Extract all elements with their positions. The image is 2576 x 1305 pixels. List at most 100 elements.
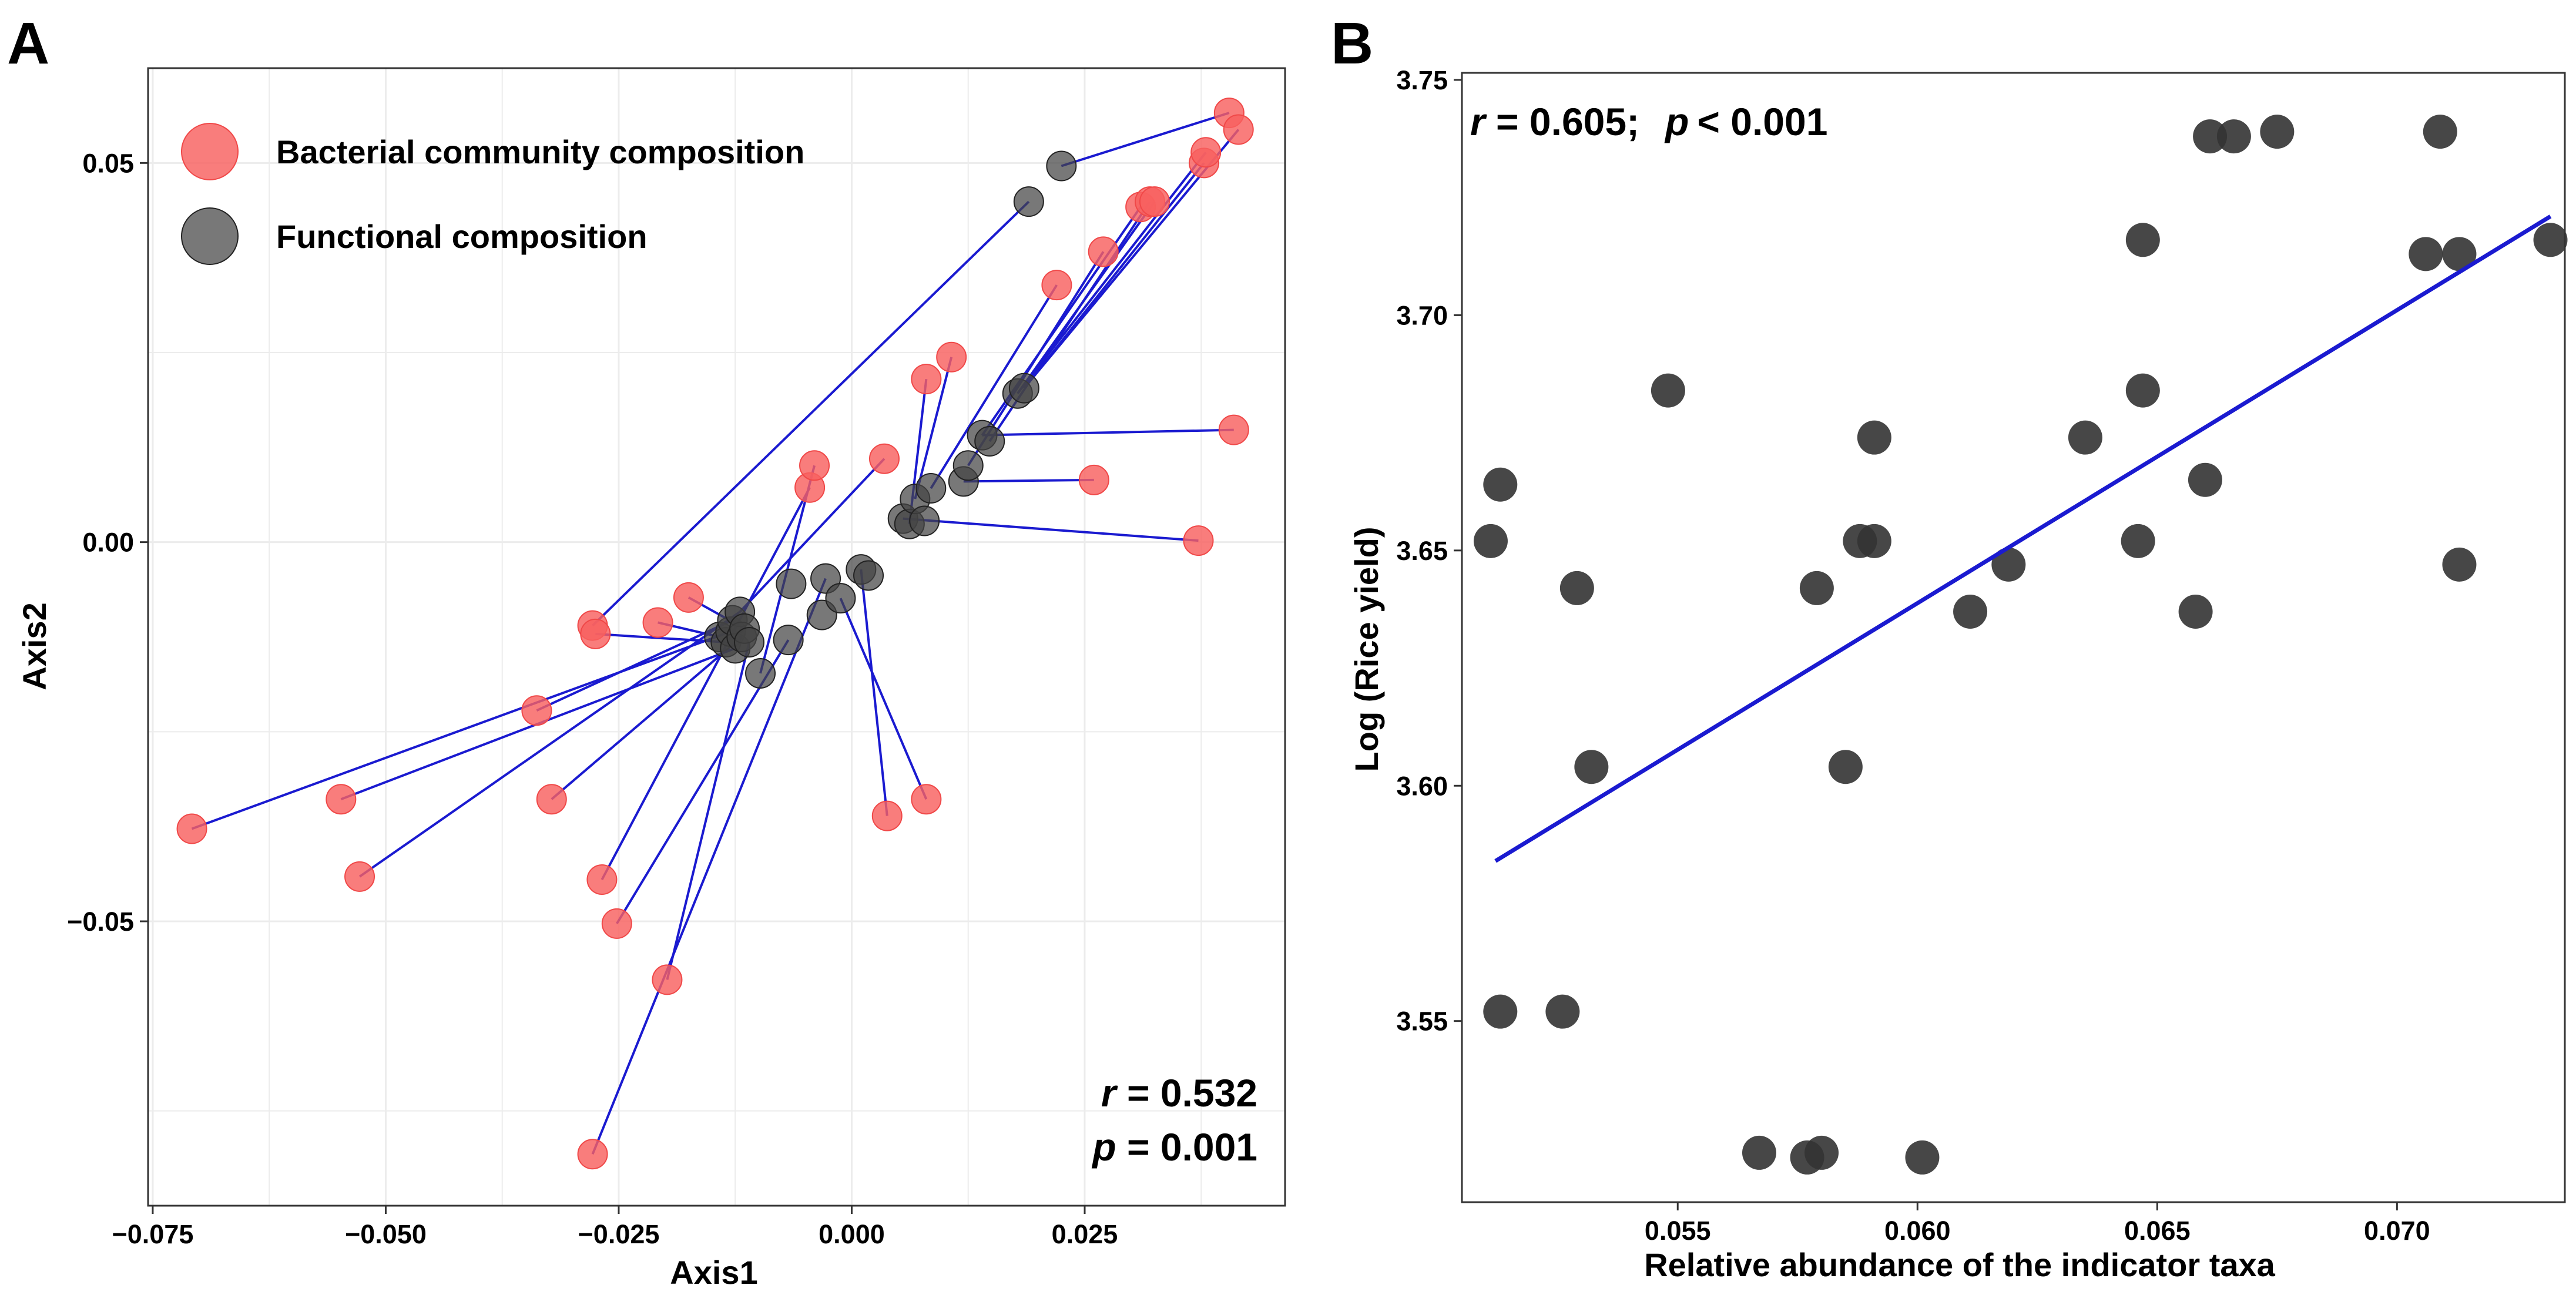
panel-a-stat-r-symbol: r <box>1101 1071 1118 1115</box>
y-tick-label: 0.00 <box>82 528 134 558</box>
y-tick-label: 3.60 <box>1396 771 1448 801</box>
yield-point <box>1574 750 1609 784</box>
yield-point <box>1953 594 1988 629</box>
functional-point <box>1008 373 1039 404</box>
bacterial-point <box>536 784 567 815</box>
bacterial-point <box>911 784 942 815</box>
functional-point <box>745 657 776 689</box>
panel-a-legend: Bacterial community composition Function… <box>181 123 804 265</box>
yield-point <box>1828 750 1863 784</box>
bacterial-point <box>936 341 967 373</box>
y-tick-label: 3.75 <box>1396 65 1448 95</box>
panel-a-stat-p-symbol: p <box>1091 1125 1116 1169</box>
bacterial-point <box>1139 186 1170 217</box>
panel-b-regression-line <box>1494 214 2552 863</box>
yield-point <box>2188 462 2222 497</box>
x-tick-label: 0.060 <box>1884 1216 1951 1246</box>
panel-b-stat-p-value: < 0.001 <box>1697 100 1827 143</box>
yield-point <box>2216 119 2251 154</box>
bacterial-point <box>1041 270 1072 301</box>
panel-b-x-axis-title: Relative abundance of the indicator taxa <box>1644 1246 2275 1283</box>
panel-b-letter: B <box>1331 11 1373 76</box>
yield-point <box>2260 115 2295 149</box>
panel-a-ticks: −0.075 −0.050 −0.025 0.000 0.025 0.05 0.00 −0.0… <box>67 148 1118 1249</box>
yield-point <box>1742 1135 1776 1170</box>
x-tick-label: −0.025 <box>578 1219 660 1249</box>
yield-point <box>1857 420 1891 455</box>
procrustes-link <box>982 428 1234 437</box>
procrustes-link <box>860 569 888 816</box>
yield-point <box>2409 237 2443 271</box>
procrustes-link <box>1017 152 1207 394</box>
procrustes-link <box>914 357 953 499</box>
y-tick-label: −0.05 <box>67 907 134 937</box>
legend-label-functional: Functional composition <box>276 218 648 255</box>
procrustes-link <box>591 578 827 1155</box>
panel-b-y-axis-title: Log (Rice yield) <box>1348 527 1385 772</box>
bacterial-point <box>868 443 900 474</box>
panel-b-ticks: 0.055 0.060 0.065 0.070 3.55 3.60 3.65 3.70 3.75 <box>1396 65 2430 1246</box>
bacterial-point <box>577 1139 608 1170</box>
y-tick-label: 0.05 <box>82 148 134 178</box>
panel-b: B 0.055 0.060 0.065 0.070 3.55 3.60 3.65 3.70 3.… <box>1331 11 2568 1283</box>
panel-b-points <box>1473 115 2568 1175</box>
bacterial-point <box>652 964 683 995</box>
yield-point <box>2193 119 2228 154</box>
yield-point <box>2121 524 2155 558</box>
yield-point <box>2423 115 2457 149</box>
yield-point <box>2125 223 2160 257</box>
procrustes-link <box>551 636 743 800</box>
panel-b-stat: r = 0.605; p < 0.001 <box>1470 100 1827 143</box>
panel-a-points <box>176 98 1254 1170</box>
procrustes-link <box>358 610 741 878</box>
yield-point <box>1905 1140 1940 1175</box>
x-tick-label: 0.055 <box>1645 1216 1711 1246</box>
bacterial-point <box>1078 464 1109 495</box>
bacterial-point <box>1223 114 1254 145</box>
yield-point <box>1651 373 1685 408</box>
procrustes-link <box>601 487 811 880</box>
procrustes-link <box>839 598 928 800</box>
x-tick-label: 0.000 <box>819 1219 885 1249</box>
legend-swatch-bacterial <box>181 123 239 180</box>
yield-point <box>2442 547 2477 582</box>
x-tick-label: 0.065 <box>2124 1216 2191 1246</box>
functional-point <box>1013 186 1044 217</box>
yield-point <box>1545 994 1580 1029</box>
bacterial-point <box>1183 525 1214 556</box>
panel-a-stat-r: r = 0.532 <box>1101 1071 1257 1115</box>
functional-point <box>853 560 884 591</box>
procrustes-link <box>595 632 726 644</box>
yield-point <box>1473 524 1508 558</box>
panel-a-stat-r-value: = 0.532 <box>1116 1071 1257 1115</box>
functional-point <box>734 627 765 658</box>
panel-a-y-axis-title: Axis2 <box>16 602 53 690</box>
functional-point <box>776 568 807 599</box>
yield-point <box>1804 1135 1839 1170</box>
panel-a-stat-p-value: = 0.001 <box>1116 1125 1257 1169</box>
bacterial-point <box>871 800 903 831</box>
procrustes-link <box>739 458 886 613</box>
legend-swatch-functional <box>181 207 239 265</box>
procrustes-link <box>1061 112 1230 167</box>
y-tick-label: 3.70 <box>1396 300 1448 330</box>
bacterial-point <box>176 813 207 844</box>
functional-point <box>974 426 1005 457</box>
functional-point <box>952 450 984 481</box>
bacterial-point <box>344 861 375 892</box>
x-tick-label: 0.070 <box>2364 1216 2430 1246</box>
functional-point <box>909 505 940 536</box>
yield-point <box>1559 571 1594 605</box>
yield-point <box>2442 237 2477 271</box>
panel-a: A −0.075 −0.050 −0.025 0.000 0.0250.050.00−0… <box>7 11 1286 1291</box>
yield-point <box>2125 373 2160 408</box>
bacterial-point <box>580 618 611 649</box>
bacterial-point <box>1088 236 1119 267</box>
panel-a-grid <box>148 68 1285 1206</box>
yield-point <box>2178 594 2213 629</box>
bacterial-point <box>326 784 357 815</box>
yield-point <box>1991 547 2026 582</box>
bacterial-point <box>642 607 673 638</box>
procrustes-link <box>191 630 731 830</box>
